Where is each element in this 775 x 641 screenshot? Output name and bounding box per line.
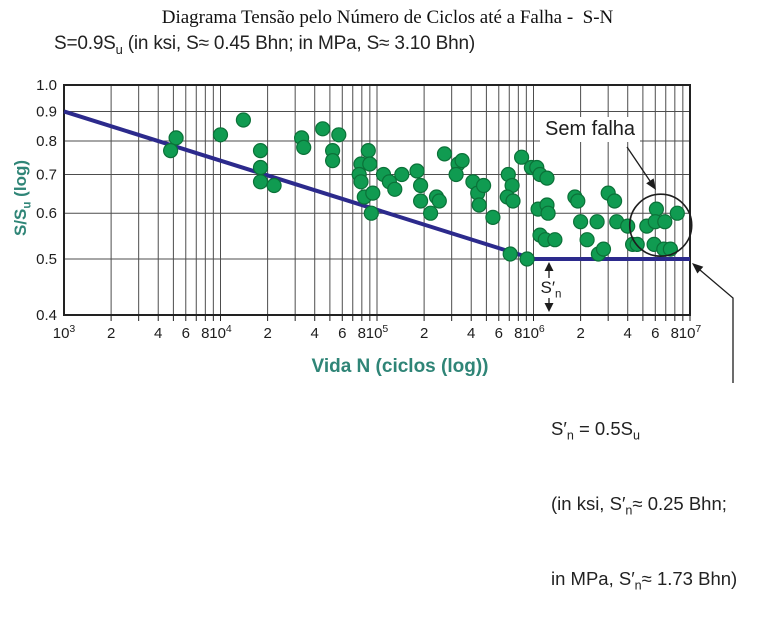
sn-arrow-label: S′n	[536, 278, 566, 300]
formula-line-1: S′n = 0.5Su	[551, 418, 640, 443]
svg-text:2: 2	[107, 325, 115, 342]
svg-text:103: 103	[53, 323, 76, 342]
data-point	[413, 193, 429, 209]
data-point	[436, 146, 453, 162]
data-point	[168, 130, 184, 146]
data-point	[570, 193, 586, 209]
arrowhead	[646, 178, 656, 190]
data-point	[589, 214, 605, 230]
svg-text:0.6: 0.6	[36, 205, 57, 222]
data-point	[252, 143, 269, 159]
data-point	[409, 163, 425, 179]
data-point	[387, 181, 403, 197]
data-point	[579, 232, 595, 248]
svg-text:2: 2	[420, 325, 428, 342]
annotation-arrows	[544, 146, 734, 383]
data-point	[502, 246, 518, 262]
svg-text:2: 2	[263, 325, 271, 342]
data-point	[423, 205, 439, 221]
data-point	[431, 193, 447, 209]
data-point	[252, 174, 269, 190]
data-point	[669, 205, 685, 221]
data-point	[485, 209, 501, 225]
svg-text:0.8: 0.8	[36, 133, 57, 150]
data-point	[454, 153, 470, 169]
svg-text:6: 6	[338, 325, 346, 342]
data-point	[519, 251, 535, 267]
data-point	[163, 143, 179, 159]
figure-title: Diagrama Tensão pelo Número de Ciclos at…	[161, 7, 614, 28]
data-point	[657, 214, 673, 230]
data-point	[513, 149, 530, 165]
svg-text:4: 4	[624, 325, 632, 342]
data-point	[606, 193, 623, 209]
svg-text:4: 4	[154, 325, 162, 342]
data-point	[547, 232, 563, 248]
y-axis-label: S/Su (log)	[11, 159, 34, 237]
data-point	[362, 156, 378, 172]
data-point	[296, 139, 312, 155]
svg-text:104: 104	[209, 323, 232, 342]
data-point	[266, 177, 282, 194]
svg-text:8: 8	[514, 325, 522, 342]
endurance-limit-formula: S′n = 0.5Su (in ksi, S′n≈ 0.25 Bhn; in M…	[551, 366, 737, 641]
data-point	[476, 177, 492, 194]
svg-text:2: 2	[576, 325, 584, 342]
arrowhead-up	[544, 262, 554, 271]
data-point	[648, 201, 665, 217]
svg-text:106: 106	[522, 323, 545, 342]
data-points	[163, 112, 685, 267]
sem-falha-annotation: Sem falha	[540, 117, 641, 142]
figure-subtitle: S=0.9Su (in ksi, S≈ 0.45 Bhn; in MPa, S≈…	[54, 33, 475, 57]
svg-text:0.9: 0.9	[36, 103, 57, 120]
svg-text:6: 6	[182, 325, 190, 342]
data-point	[413, 177, 429, 194]
svg-text:4: 4	[467, 325, 475, 342]
data-point	[505, 193, 521, 209]
data-point	[620, 218, 636, 234]
svg-text:8: 8	[358, 325, 366, 342]
y-tick-labels: 1.0 0.9 0.8 0.7 0.6 0.5 0.4	[36, 77, 57, 324]
data-point	[394, 166, 410, 183]
svg-text:0.5: 0.5	[36, 251, 57, 268]
sn-diagram-figure: Diagrama Tensão pelo Número de Ciclos at…	[11, 7, 738, 592]
data-point	[325, 153, 341, 169]
data-point	[363, 205, 379, 221]
svg-text:6: 6	[495, 325, 503, 342]
formula-line-2: (in ksi, S′n≈ 0.25 Bhn;	[551, 493, 727, 518]
svg-text:107: 107	[679, 323, 702, 342]
data-point	[448, 166, 464, 183]
data-point	[540, 205, 556, 221]
x-axis-label: Vida N (ciclos (log))	[311, 356, 489, 377]
data-point	[572, 214, 589, 230]
gridlines	[64, 85, 690, 315]
svg-text:0.4: 0.4	[36, 307, 57, 324]
plot-border	[63, 84, 691, 316]
data-point	[365, 185, 381, 201]
data-point	[212, 127, 229, 143]
formula-line-3: in MPa, S′n≈ 1.73 Bhn)	[551, 568, 738, 593]
data-point	[252, 159, 269, 176]
data-point	[595, 241, 612, 257]
data-point	[353, 174, 369, 190]
svg-text:8: 8	[201, 325, 209, 342]
arrowhead-down	[544, 303, 554, 312]
data-point	[331, 127, 347, 143]
data-point	[315, 121, 331, 137]
data-point	[471, 197, 487, 213]
svg-text:6: 6	[651, 325, 659, 342]
svg-text:4: 4	[311, 325, 319, 342]
data-point	[360, 143, 376, 159]
data-point	[539, 170, 555, 186]
svg-text:8: 8	[671, 325, 679, 342]
svg-text:105: 105	[366, 323, 389, 342]
svg-text:0.7: 0.7	[36, 167, 57, 184]
svg-text:1.0: 1.0	[36, 77, 57, 94]
arrowhead-formula	[692, 263, 704, 274]
data-point	[235, 112, 251, 128]
sem-falha-circle	[628, 193, 693, 258]
